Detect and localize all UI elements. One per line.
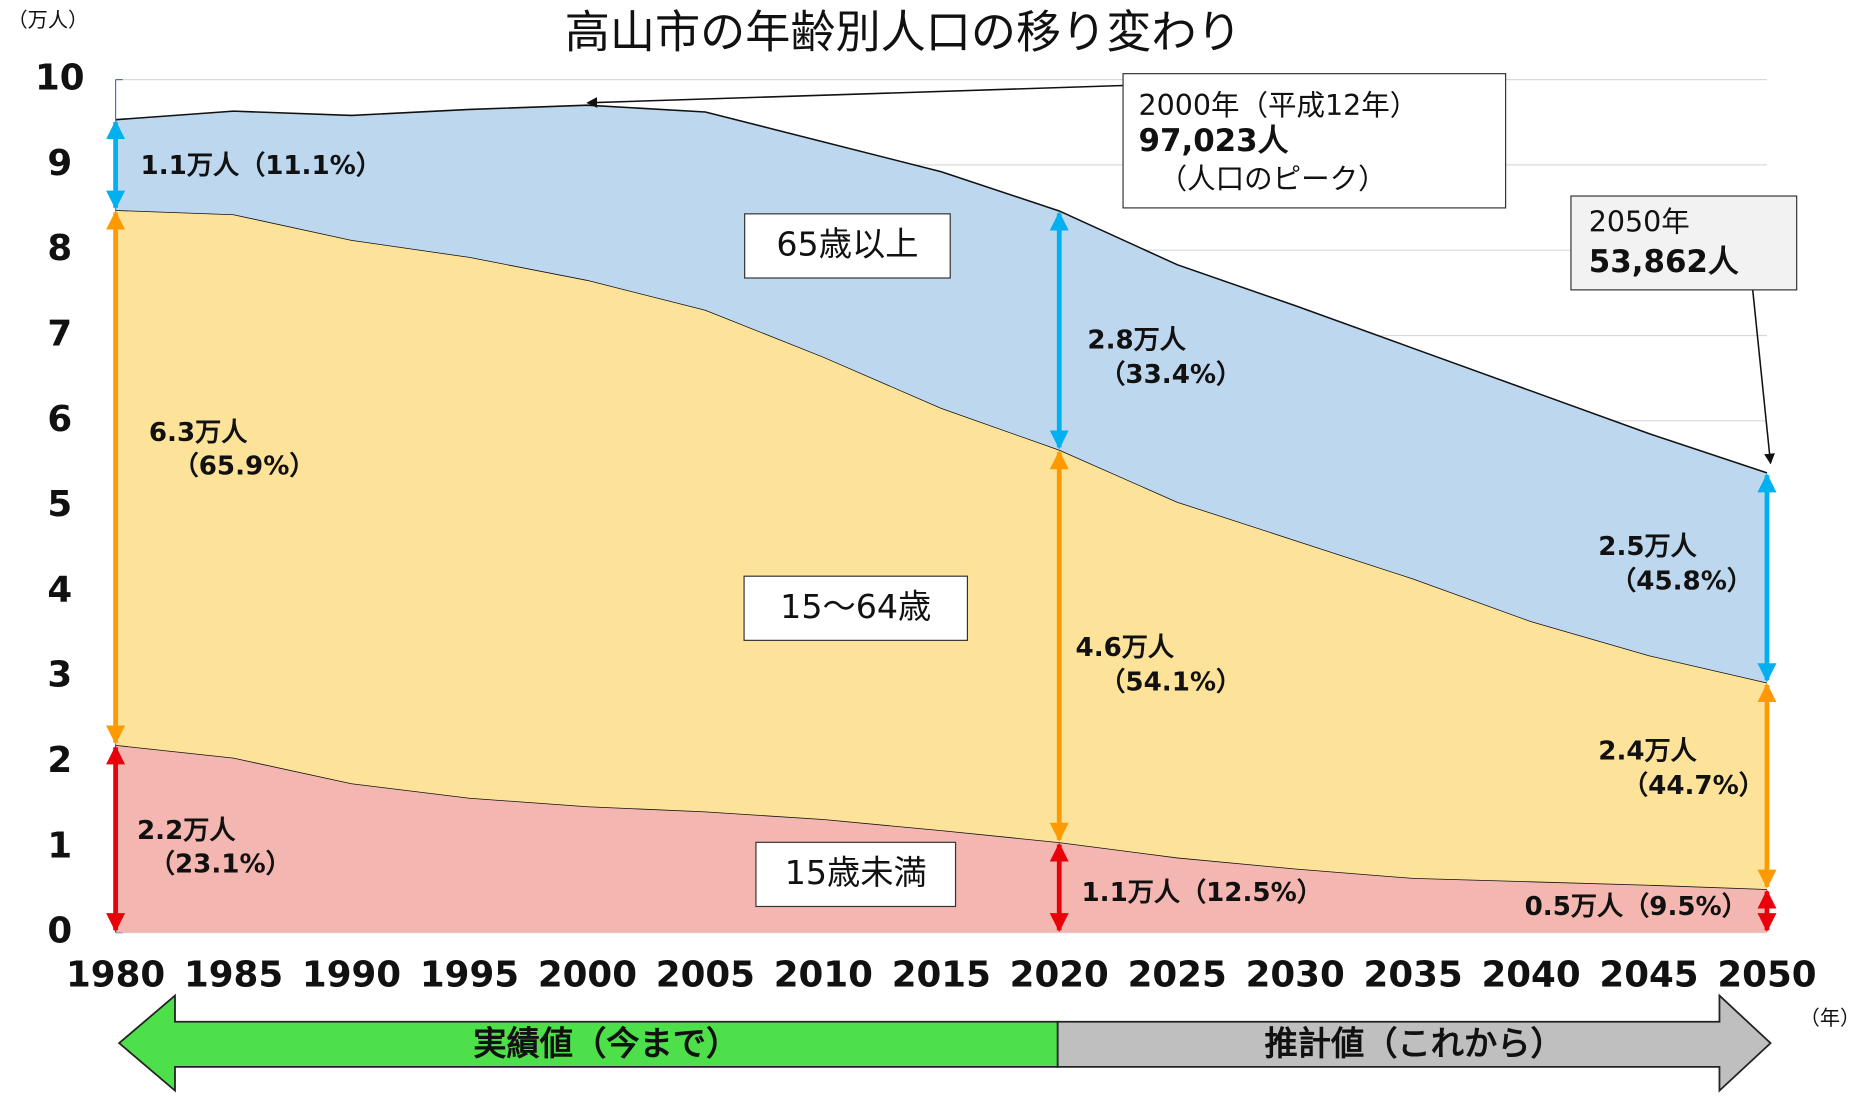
x-tick-label: 2000 [538, 955, 637, 996]
period-label: 推計値（これから） [1264, 1024, 1563, 1063]
value-label: （44.7%） [1622, 771, 1765, 801]
value-label: （54.1%） [1099, 668, 1242, 698]
y-tick-label: 1 [47, 825, 72, 866]
area [115, 744, 1767, 933]
series-label-box [743, 575, 969, 641]
callout-text: 97,023人 [1139, 123, 1289, 159]
x-tick-label: 2025 [1128, 955, 1227, 996]
y-tick-label: 10 [35, 58, 85, 99]
value-label: （33.4%） [1099, 360, 1242, 390]
plot-area: 0 1 2 3 4 5 6 7 8 9 10 1980 1985 1990 1995 2000 2005 2010… [35, 58, 1817, 996]
y-tick-label: 2 [47, 740, 72, 781]
series-label: 15歳未満 [785, 853, 927, 892]
series-label: 65歳以上 [776, 224, 918, 263]
chart-title: 高山市の年齢別人口の移り変わり [565, 6, 1242, 59]
value-label: 2.4万人 [1598, 737, 1697, 767]
value-label: 4.6万人 [1076, 633, 1175, 663]
area [115, 210, 1767, 890]
value-label: （45.8%） [1610, 567, 1753, 597]
value-label: 0.5万人（9.5%） [1525, 892, 1748, 922]
x-tick-label: 2010 [774, 955, 873, 996]
value-label: 1.1万人（12.5%） [1081, 878, 1322, 908]
y-tick-label: 4 [47, 569, 72, 610]
y-unit: （万人） [7, 8, 88, 32]
area-edge [115, 104, 1768, 474]
value-label: 2.2万人 [137, 816, 236, 846]
x-unit: （年） [1800, 1006, 1860, 1030]
x-tick-label: 1980 [66, 955, 165, 996]
callout-text: 2050年 [1589, 205, 1690, 238]
x-tick-label: 2020 [1010, 955, 1109, 996]
series-label-box [744, 213, 951, 279]
callout-box [1570, 195, 1798, 291]
y-tick-label: 8 [47, 228, 72, 269]
x-tick-label: 2045 [1599, 955, 1698, 996]
value-label: （23.1%） [149, 849, 292, 879]
callout-text: 2000年（平成12年） [1139, 89, 1419, 122]
x-tick-label: 1990 [302, 955, 401, 996]
x-tick-label: 2035 [1364, 955, 1463, 996]
period-label: 実績値（今まで） [473, 1024, 739, 1063]
y-tick-label: 0 [47, 911, 72, 952]
series-label-box [755, 841, 957, 908]
callout-arrow [586, 84, 1124, 108]
x-tick-label: 2030 [1246, 955, 1345, 996]
x-tick-label: 2040 [1481, 955, 1580, 996]
areas [115, 104, 1768, 933]
x-tick-label: 2015 [892, 955, 991, 996]
value-label: 2.8万人 [1087, 325, 1186, 355]
callout-text: （人口のピーク） [1159, 163, 1387, 196]
y-tick-label: 3 [47, 655, 72, 696]
x-tick-label: 1995 [420, 955, 519, 996]
value-label: 1.1万人（11.1%） [141, 151, 382, 181]
value-label: 6.3万人 [149, 418, 248, 448]
period-arrow-future [1056, 993, 1772, 1093]
series-label: 15～64歳 [780, 587, 931, 626]
callout-text: 53,862人 [1589, 244, 1739, 280]
y-tick-label: 6 [47, 399, 72, 440]
callout-box [1122, 73, 1507, 209]
y-tick-label: 7 [47, 314, 72, 355]
x-tick-label: 2050 [1717, 955, 1816, 996]
x-tick-label: 2005 [656, 955, 755, 996]
y-tick-label: 5 [47, 484, 72, 525]
callout-arrow [1751, 289, 1775, 465]
value-label: （65.9%） [173, 451, 316, 481]
y-tick-label: 9 [47, 143, 72, 184]
x-tick-label: 1985 [184, 955, 283, 996]
value-label: 2.5万人 [1598, 532, 1697, 562]
area [115, 105, 1767, 683]
